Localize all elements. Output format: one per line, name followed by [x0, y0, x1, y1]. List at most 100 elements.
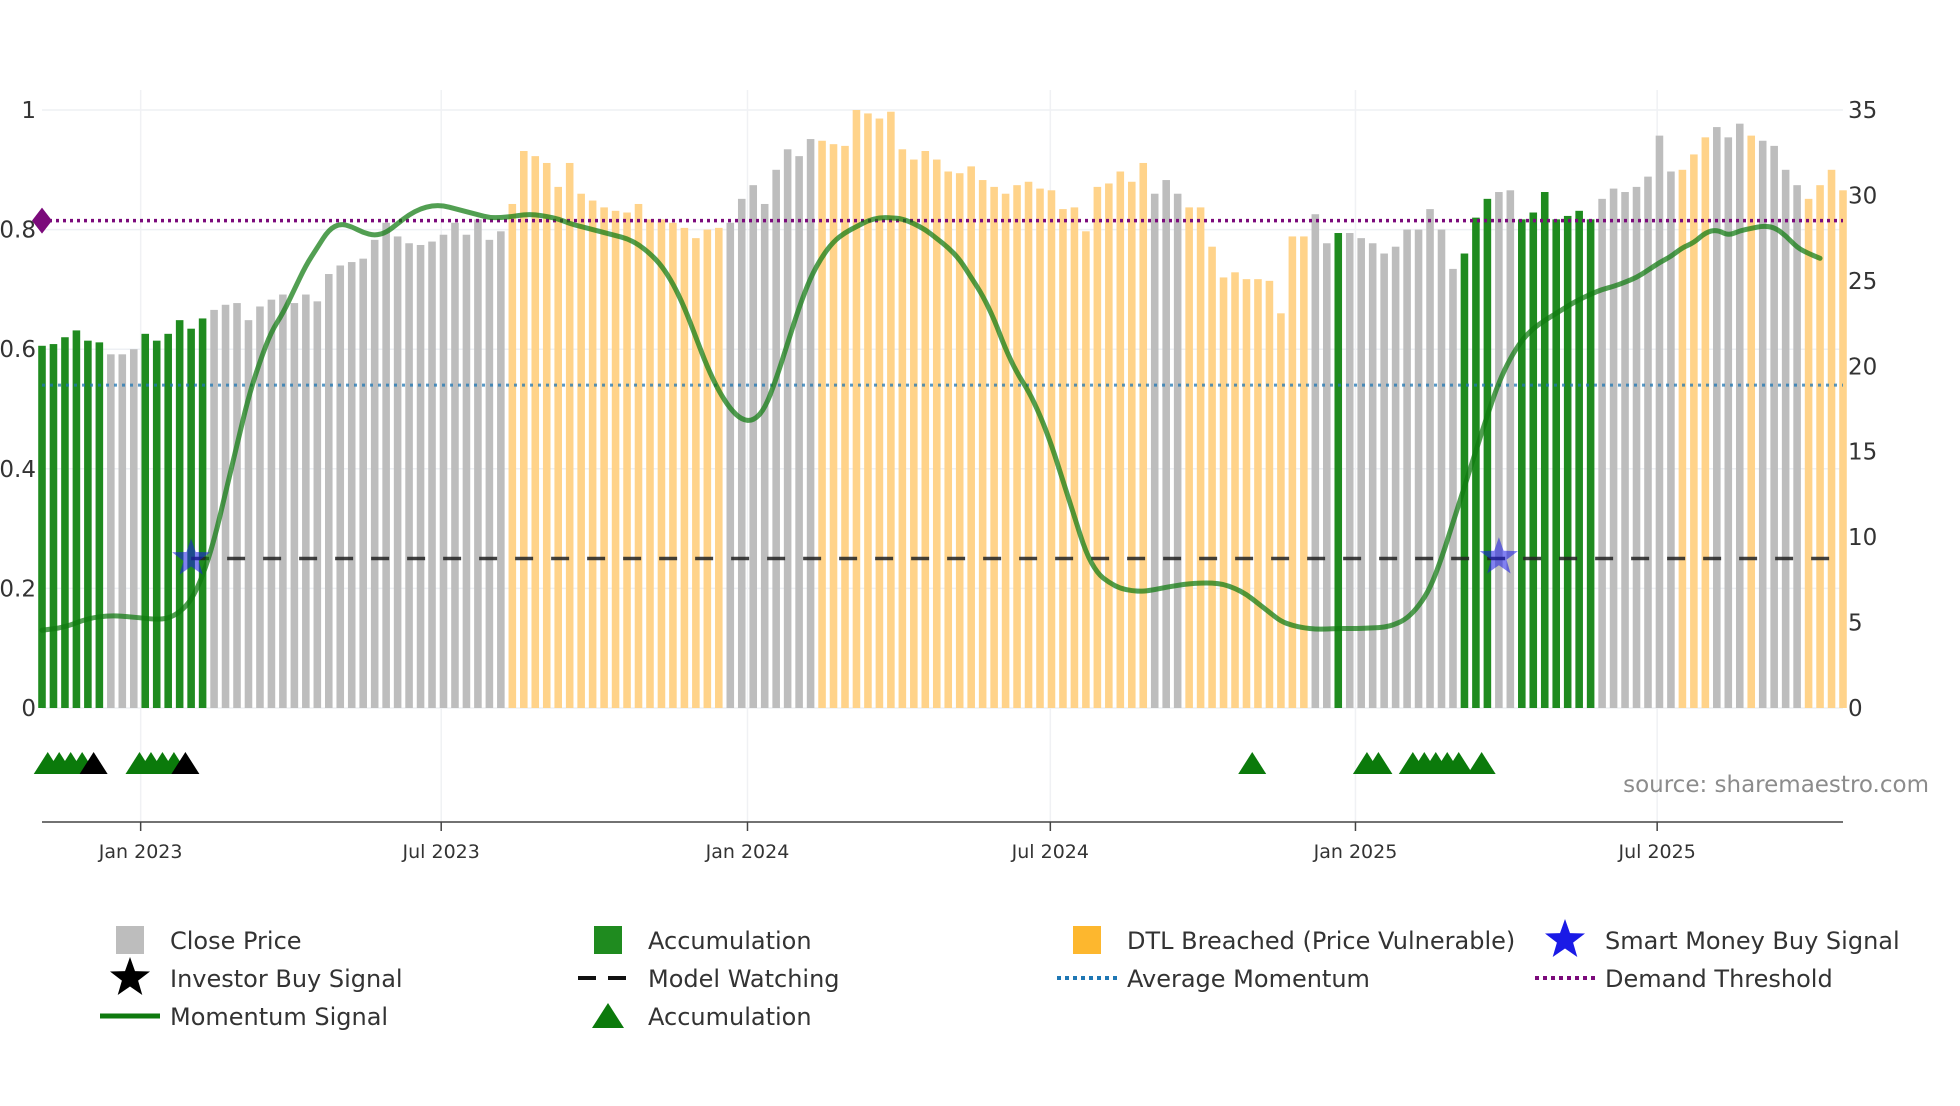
price-bar — [910, 159, 918, 708]
price-bar — [1219, 277, 1228, 708]
price-bar — [187, 328, 195, 708]
price-bar — [1036, 188, 1044, 708]
investor-buy-marker — [171, 752, 200, 774]
left-axis-tick-label: 0.2 — [0, 576, 36, 602]
x-axis-tick-label: Jan 2024 — [705, 841, 790, 863]
right-axis-tick-label: 30 — [1848, 183, 1877, 209]
price-bar — [451, 222, 459, 708]
price-bar — [726, 222, 735, 708]
price-bar — [1277, 313, 1285, 708]
legend-swatch-dtl-breached — [1073, 926, 1101, 954]
price-bar — [1311, 214, 1320, 709]
price-bar — [749, 185, 758, 709]
price-bar — [1414, 229, 1423, 708]
price-bar — [978, 180, 987, 709]
price-bar — [61, 337, 69, 708]
legend-label: Accumulation — [648, 927, 812, 955]
legend-item-momentum-signal: Momentum Signal — [100, 1003, 388, 1031]
price-bar — [1621, 192, 1629, 709]
price-bar — [1185, 207, 1193, 709]
legend-item-smart-money: Smart Money Buy Signal — [1545, 919, 1900, 957]
legend-swatch-accumulation — [594, 926, 622, 954]
legend-label: Momentum Signal — [170, 1003, 388, 1031]
price-bar — [1162, 180, 1170, 709]
left-axis-tick-label: 0.4 — [0, 457, 36, 483]
legend-triangle-icon — [592, 1003, 624, 1028]
price-bar — [129, 349, 138, 708]
price-bar — [1793, 185, 1801, 709]
legend-swatch-close-price — [116, 926, 144, 954]
price-bar — [1231, 272, 1239, 708]
price-bar — [600, 207, 608, 709]
price-bar — [72, 330, 81, 708]
price-bar — [1437, 229, 1446, 708]
indicator-lines — [32, 203, 1843, 633]
price-bar — [267, 299, 276, 708]
price-bar — [1804, 198, 1813, 709]
signal-markers — [33, 537, 1518, 774]
price-bar — [1059, 209, 1067, 708]
price-bar — [818, 140, 826, 709]
legend-item-dtl-breached: DTL Breached (Price Vulnerable) — [1073, 926, 1515, 955]
price-bar — [680, 227, 689, 709]
price-bar — [623, 212, 631, 708]
price-bar — [760, 203, 769, 708]
price-bar — [49, 344, 58, 708]
price-bar — [1483, 198, 1492, 709]
price-bar — [1323, 243, 1331, 709]
price-bar — [1472, 217, 1480, 708]
price-bar — [1506, 190, 1515, 708]
price-bar — [347, 262, 356, 708]
price-bar — [875, 118, 884, 709]
price-bar — [393, 236, 402, 709]
legend-star-icon — [110, 957, 150, 995]
price-bar — [141, 333, 150, 708]
price-bar — [244, 320, 253, 708]
price-bar — [646, 219, 654, 708]
price-bar — [95, 342, 104, 708]
legend-label: Demand Threshold — [1605, 965, 1833, 993]
price-bar — [692, 238, 700, 708]
price-bar — [1300, 236, 1308, 709]
price-bar — [1070, 207, 1079, 709]
investor-buy-marker — [79, 752, 108, 774]
legend-item-model-watching: Model Watching — [578, 965, 840, 993]
price-bar — [382, 222, 390, 708]
price-bar — [1609, 188, 1618, 708]
price-bar — [107, 354, 115, 708]
x-axis-tick-label: Jan 2025 — [1313, 841, 1398, 863]
price-bar — [990, 186, 998, 708]
source-note: source: sharemaestro.com — [1623, 772, 1929, 798]
price-bar — [1552, 219, 1561, 708]
price-bar — [152, 340, 161, 708]
price-bar — [1747, 135, 1756, 709]
price-bar — [359, 258, 367, 708]
price-bar — [1816, 185, 1824, 709]
smart-money-buy-star — [172, 538, 211, 575]
price-bar — [1265, 280, 1274, 708]
price-bar — [1518, 219, 1526, 708]
left-axis-tick-label: 0.6 — [0, 337, 36, 363]
momentum-signal-line — [39, 203, 1823, 633]
price-bar — [1391, 246, 1400, 708]
price-bar — [795, 156, 803, 709]
legend-label: DTL Breached (Price Vulnerable) — [1127, 927, 1515, 955]
accumulation-marker — [1364, 752, 1393, 774]
right-axis-tick-label: 15 — [1848, 440, 1877, 466]
price-bar — [1426, 209, 1434, 708]
legend-item-demand-threshold: Demand Threshold — [1535, 965, 1833, 993]
price-bar — [1093, 186, 1102, 708]
price-bar — [1655, 135, 1664, 709]
price-bar — [279, 294, 287, 708]
price-bar — [520, 151, 528, 708]
legend-item-average-momentum: Average Momentum — [1057, 965, 1370, 993]
price-bar — [428, 241, 436, 708]
price-bar — [210, 309, 218, 708]
price-bar — [1105, 183, 1113, 708]
right-axis-tick-label: 10 — [1848, 525, 1877, 551]
price-bar — [1563, 215, 1572, 708]
legend-item-investor-buy: Investor Buy Signal — [110, 957, 403, 995]
price-bar — [944, 171, 953, 709]
price-bar — [1690, 154, 1698, 708]
